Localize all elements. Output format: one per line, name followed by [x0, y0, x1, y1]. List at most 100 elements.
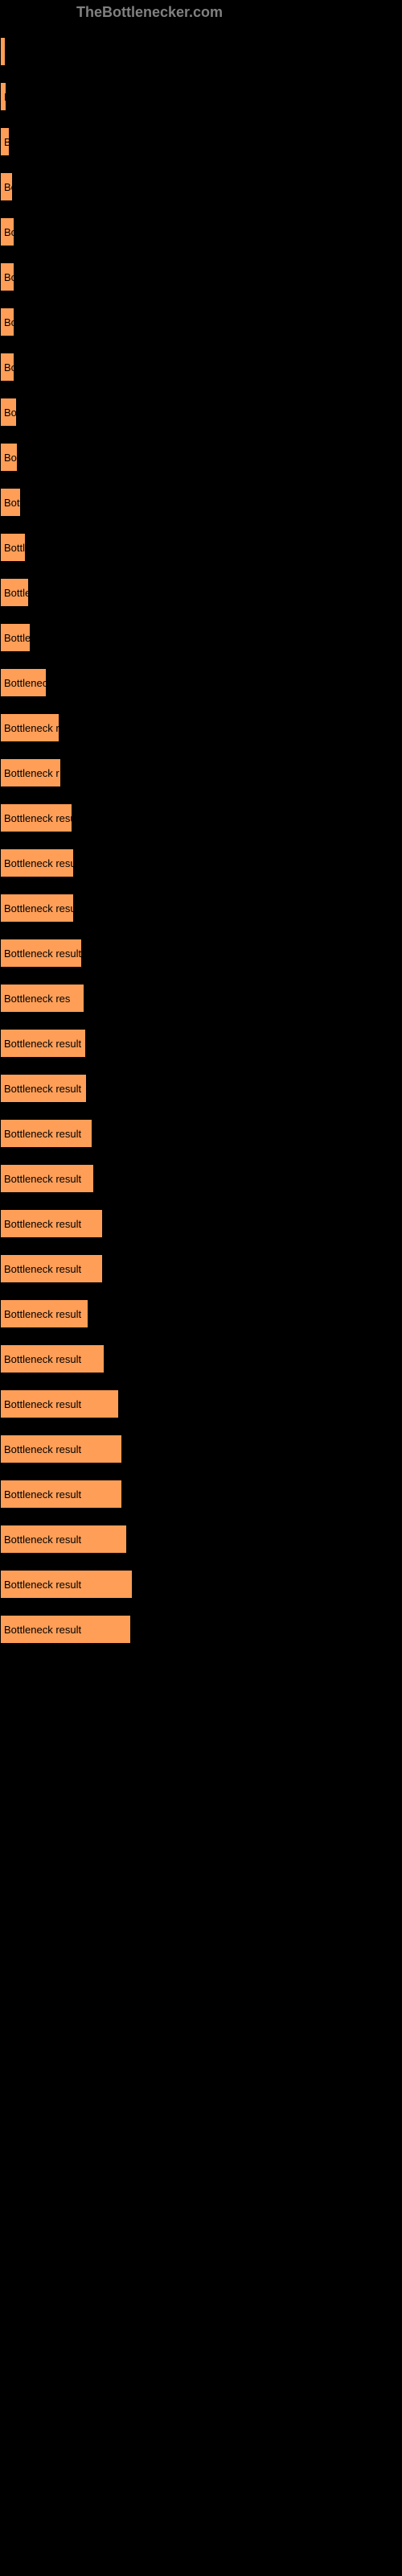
bar-row: Bottleneck result — [0, 1472, 402, 1517]
bar: Bottleneck result — [0, 1074, 87, 1103]
bar-row: Bottleneck result — [0, 1381, 402, 1426]
bar: Bottle — [0, 623, 31, 652]
bar-row: Bottleneck result — [0, 1291, 402, 1336]
bar-label: B — [4, 46, 6, 58]
bar-row: Bottleneck — [0, 660, 402, 705]
bar-row: Bottleneck resul — [0, 886, 402, 931]
bar-row: Bottleneck result — [0, 1156, 402, 1201]
bar-label: Bo — [4, 226, 14, 238]
bar-label: Bottleneck result — [4, 812, 72, 824]
bar: Bo — [0, 262, 14, 291]
bar-label: Bottleneck result — [4, 1624, 81, 1636]
bar-row: Bottleneck result — [0, 795, 402, 840]
bar: B — [0, 127, 10, 156]
bar: B — [0, 37, 6, 66]
bar: Bottle — [0, 578, 29, 607]
bar-label: Bottleneck r — [4, 767, 59, 779]
bar: Bottleneck result — [0, 803, 72, 832]
bar-row: Bottleneck result — [0, 1021, 402, 1066]
bar-row: Bo — [0, 299, 402, 345]
bar: Bottleneck result — [0, 1029, 86, 1058]
bar: Bottleneck — [0, 668, 47, 697]
bar-label: Bottleneck result — [4, 1263, 81, 1275]
bar-label: Bottleneck res — [4, 993, 70, 1005]
bar-label: Bo — [4, 407, 17, 419]
bar-label: Bottleneck result — [4, 1398, 81, 1410]
bar-row: Bott — [0, 480, 402, 525]
bar: Bottle — [0, 533, 26, 562]
bar-row: Bottle — [0, 525, 402, 570]
bar-label: Bottle — [4, 632, 31, 644]
bar-label: Bottleneck result — [4, 1353, 81, 1365]
bar-label: Bot — [4, 452, 18, 464]
bar-label: Bottleneck result — [4, 1488, 81, 1501]
bar: Bottleneck result — [0, 1615, 131, 1644]
bar-row: Bottleneck result — [0, 1111, 402, 1156]
bar: Bottleneck result — [0, 1389, 119, 1418]
bar-row: Bottle — [0, 615, 402, 660]
bar-row: Bot — [0, 435, 402, 480]
bar-row: Bottleneck result — [0, 1066, 402, 1111]
bar-label: Bottleneck re — [4, 722, 59, 734]
bar: Bottleneck result — [0, 1164, 94, 1193]
page-title: TheBottlenecker.com — [0, 0, 402, 21]
bar: Bottleneck result — [0, 1119, 92, 1148]
bar-row: Bottleneck result — [0, 1517, 402, 1562]
bar: Bottleneck re — [0, 713, 59, 742]
bar: Bottleneck result — [0, 848, 74, 877]
bar: Bo — [0, 172, 13, 201]
bar-label: Bottleneck result — [4, 1218, 81, 1230]
bar-label: Bottle — [4, 542, 26, 554]
bar-label: Bo — [4, 271, 14, 283]
bar: Bottleneck r — [0, 758, 61, 787]
bar-label: Bo — [4, 316, 14, 328]
bar-row: Bottleneck result — [0, 1607, 402, 1652]
bar-row: Bottleneck result — [0, 1246, 402, 1291]
bar: Bottleneck res — [0, 984, 84, 1013]
bar-label: Bottleneck result — [4, 1579, 81, 1591]
bar-row: Bottleneck result — [0, 1562, 402, 1607]
bar-label: Bottleneck result — [4, 1038, 81, 1050]
bar-chart: B B B Bo Bo Bo Bo Bo Bo Bot Bott Bottle Bottle Bottle… — [0, 21, 402, 1652]
bar: B — [0, 82, 6, 111]
bar-label: Bottleneck result — [4, 857, 74, 869]
bar-label: Bo — [4, 181, 13, 193]
bar-row: Bo — [0, 345, 402, 390]
bar: Bottleneck result — [0, 1435, 122, 1463]
bar: Bo — [0, 353, 14, 382]
bar: Bottleneck result — [0, 1480, 122, 1509]
bar-label: Bottleneck result — [4, 1173, 81, 1185]
bar-row: Bottleneck result — [0, 1426, 402, 1472]
bar-row: Bottle — [0, 570, 402, 615]
bar: Bottleneck result — [0, 1254, 103, 1283]
bar-label: Bottleneck result — [4, 947, 81, 960]
bar-row: Bo — [0, 254, 402, 299]
bar: Bottleneck resul — [0, 894, 74, 923]
bar-label: Bottleneck result — [4, 1128, 81, 1140]
bar-row: Bo — [0, 209, 402, 254]
bar-label: Bottle — [4, 587, 29, 599]
bar-label: Bottleneck resul — [4, 902, 74, 914]
bar: Bo — [0, 217, 14, 246]
bar-label: B — [4, 91, 6, 103]
bar-label: Bottleneck — [4, 677, 47, 689]
bar: Bottleneck result — [0, 1344, 105, 1373]
bar-row: B — [0, 74, 402, 119]
bar: Bottleneck result — [0, 1209, 103, 1238]
bar: Bottleneck result — [0, 1299, 88, 1328]
bar-label: Bottleneck result — [4, 1443, 81, 1455]
bar: Bottleneck result — [0, 939, 82, 968]
bar-row: Bottleneck result — [0, 1201, 402, 1246]
bar-row: Bottleneck res — [0, 976, 402, 1021]
bar: Bo — [0, 398, 17, 427]
bar-label: Bott — [4, 497, 21, 509]
bar-row: B — [0, 29, 402, 74]
bar: Bo — [0, 308, 14, 336]
bar-row: Bottleneck result — [0, 931, 402, 976]
bar: Bottleneck result — [0, 1570, 133, 1599]
bar-row: Bo — [0, 390, 402, 435]
bar-row: B — [0, 119, 402, 164]
bar-label: Bottleneck result — [4, 1083, 81, 1095]
bar: Bott — [0, 488, 21, 517]
bar-row: Bottleneck r — [0, 750, 402, 795]
